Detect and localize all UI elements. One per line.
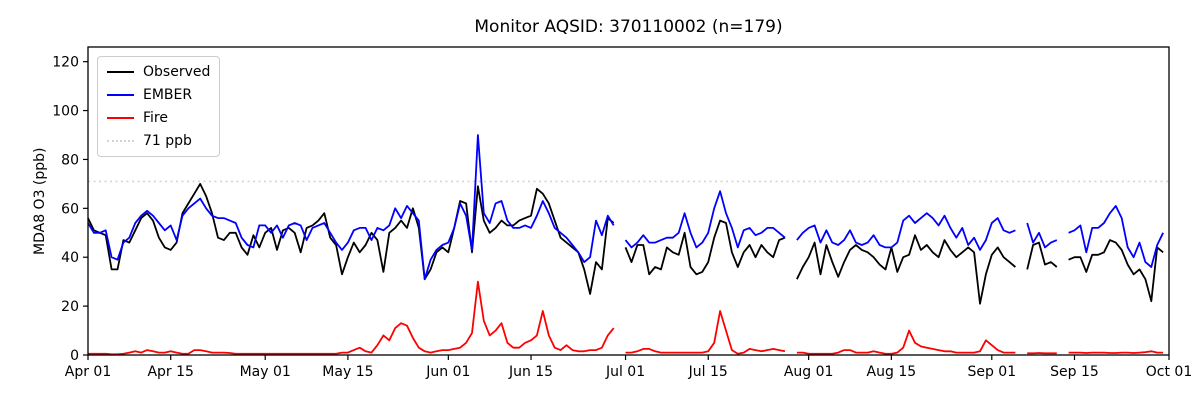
x-tick-label: Aug 15 (867, 364, 917, 380)
legend-label: EMBER (143, 87, 193, 103)
legend-line-sample (107, 117, 134, 119)
y-tick-label: 40 (61, 250, 79, 266)
legend-line-sample (107, 94, 134, 96)
x-tick-label: Apr 15 (147, 364, 193, 380)
x-tick-label: Sep 01 (967, 364, 1016, 380)
legend-label: Observed (143, 64, 211, 80)
legend-label: 71 ppb (143, 133, 192, 149)
legend-item-ember: EMBER (107, 87, 211, 103)
legend-line-sample (107, 140, 134, 142)
x-tick-label: Apr 01 (65, 364, 111, 380)
legend-item-71-ppb: 71 ppb (107, 133, 211, 149)
y-tick-label: 20 (61, 299, 79, 315)
y-tick-label: 80 (61, 152, 79, 168)
x-tick-label: Oct 01 (1146, 364, 1192, 380)
x-tick-label: Jun 15 (508, 364, 553, 380)
x-tick-label: Jun 01 (425, 364, 470, 380)
legend-item-fire: Fire (107, 110, 211, 126)
series-line-fire (88, 280, 1164, 356)
y-tick-label: 100 (52, 104, 79, 120)
series-line-ember (87, 134, 1164, 281)
legend-label: Fire (143, 110, 168, 126)
axes-box (87, 46, 1170, 356)
x-tick-label: Aug 01 (784, 364, 834, 380)
y-tick-label: 0 (70, 348, 79, 364)
legend: Observed EMBER Fire 71 ppb (97, 56, 220, 157)
x-tick-label: Sep 15 (1050, 364, 1099, 380)
x-tick-label: Jul 15 (688, 364, 728, 380)
y-tick-label: 120 (52, 55, 79, 71)
x-tick-label: May 15 (322, 364, 373, 380)
series-line-observed (87, 183, 1164, 305)
y-tick-label: 60 (61, 201, 79, 217)
chart-title: Monitor AQSID: 370110002 (n=179) (474, 17, 783, 37)
legend-item-observed: Observed (107, 64, 211, 80)
x-tick-label: Jul 01 (605, 364, 645, 380)
x-tick-label: May 01 (240, 364, 291, 380)
legend-line-sample (107, 71, 134, 73)
